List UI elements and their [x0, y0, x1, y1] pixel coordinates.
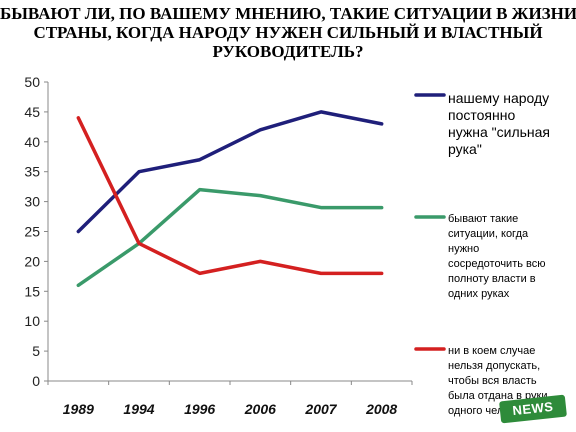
y-tick-label: 0 — [32, 373, 40, 389]
x-tick-label: 2008 — [365, 401, 397, 417]
title-line-1: БЫВАЮТ ЛИ, ПО ВАШЕМУ МНЕНИЮ, ТАКИЕ СИТУА… — [0, 4, 576, 23]
y-tick-label: 40 — [24, 134, 40, 150]
legend-label-series-2: бывают такие ситуации, когда нужно сосре… — [448, 213, 546, 300]
y-tick-label: 5 — [32, 343, 40, 359]
title-line-3: РУКОВОДИТЕЛЬ? — [212, 42, 364, 61]
y-tick-label: 25 — [24, 224, 40, 240]
x-tick-label: 1996 — [184, 401, 215, 417]
y-tick-label: 15 — [24, 283, 40, 299]
chart-title: БЫВАЮТ ЛИ, ПО ВАШЕМУ МНЕНИЮ, ТАКИЕ СИТУА… — [0, 4, 576, 61]
y-tick-label: 45 — [24, 104, 40, 120]
y-tick-label: 30 — [24, 194, 40, 210]
y-tick-label: 10 — [24, 313, 40, 329]
x-tick-label: 1989 — [63, 401, 94, 417]
series-line-1 — [76, 110, 384, 234]
legend-label-series-1: нашему народу постоянно нужна "сильная р… — [448, 90, 551, 157]
y-tick-label: 50 — [24, 74, 40, 90]
x-tick-label: 2007 — [304, 401, 337, 417]
y-tick-label: 20 — [24, 253, 40, 269]
x-tick-label: 1994 — [123, 401, 154, 417]
x-tick-label: 2006 — [244, 401, 276, 417]
series-line-3 — [76, 116, 384, 276]
y-tick-label: 35 — [24, 164, 40, 180]
series-line-2 — [76, 187, 384, 288]
title-line-2: СТРАНЫ, КОГДА НАРОДУ НУЖЕН СИЛЬНЫЙ И ВЛА… — [33, 23, 543, 42]
